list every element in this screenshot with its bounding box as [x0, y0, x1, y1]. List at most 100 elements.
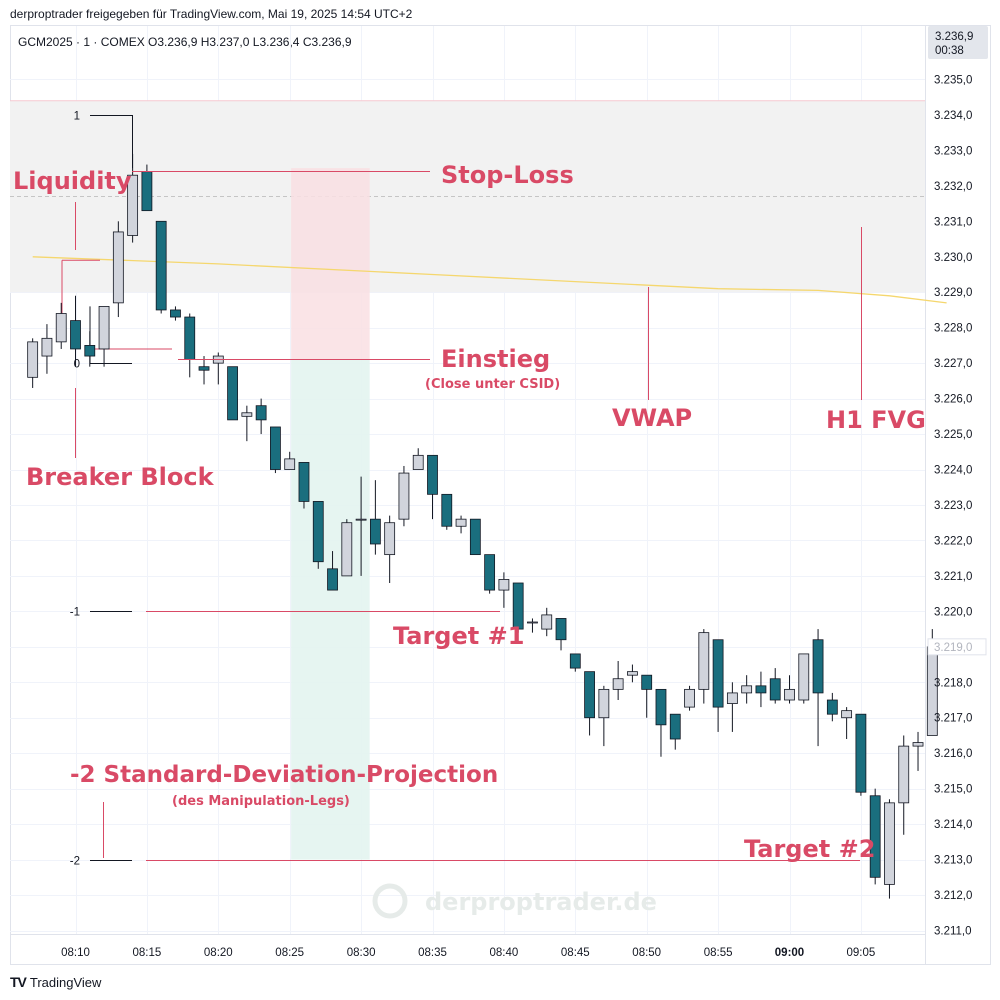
candle[interactable] — [726, 682, 738, 732]
candle[interactable] — [527, 618, 538, 633]
candle[interactable] — [826, 692, 838, 722]
candle[interactable] — [127, 153, 139, 243]
price-tick-label: 3.225,0 — [934, 429, 972, 441]
candle[interactable] — [898, 735, 910, 835]
candle[interactable] — [598, 685, 610, 747]
candle[interactable] — [469, 518, 481, 556]
candle[interactable] — [555, 618, 567, 651]
candle-body — [127, 174, 139, 236]
candle-body — [826, 699, 838, 715]
candle[interactable] — [627, 664, 638, 683]
price-marker-label: 3.219,0 — [934, 642, 972, 654]
current-price-tag-bg — [928, 26, 988, 59]
candle[interactable] — [498, 572, 510, 608]
price-tick-label: 3.233,0 — [934, 145, 972, 157]
price-axis: 3.211,0 3.212,0 3.213,0 3.214,0 3.215,0 3.216… — [927, 74, 987, 938]
candle[interactable] — [784, 675, 795, 704]
candle[interactable] — [669, 713, 681, 750]
candle[interactable] — [855, 713, 867, 796]
candle[interactable] — [841, 707, 853, 740]
candle[interactable] — [327, 551, 338, 591]
candle[interactable] — [741, 675, 753, 704]
candle[interactable] — [398, 465, 410, 527]
candle[interactable] — [698, 629, 710, 704]
price-tick-label: 3.212,0 — [934, 890, 972, 902]
candle[interactable] — [369, 480, 381, 555]
candle[interactable] — [284, 451, 296, 470]
candle-body — [327, 568, 338, 591]
annotation-stop-loss: Stop-Loss — [441, 161, 574, 189]
annotation-einstieg-sub: (Close unter CSID) — [425, 377, 560, 392]
candle[interactable] — [98, 306, 110, 367]
candle[interactable] — [184, 313, 196, 378]
candle-body — [384, 522, 396, 556]
candle-body — [41, 337, 53, 357]
candle[interactable] — [912, 731, 924, 771]
candle-body — [698, 632, 710, 690]
candle[interactable] — [484, 554, 496, 594]
watermark-text: derproptrader.de — [425, 888, 657, 916]
candle[interactable] — [541, 607, 553, 637]
candle[interactable] — [312, 501, 324, 569]
candle-body — [555, 618, 567, 641]
candle[interactable] — [869, 788, 881, 885]
candle[interactable] — [255, 398, 267, 435]
candle[interactable] — [170, 306, 181, 321]
price-tick-label: 3.223,0 — [934, 500, 972, 512]
candle[interactable] — [812, 629, 824, 747]
candle[interactable] — [55, 302, 67, 349]
candle[interactable] — [427, 454, 438, 520]
candle-body — [398, 472, 410, 520]
vwap-layer — [32, 256, 947, 304]
candle[interactable] — [755, 671, 767, 708]
candle[interactable] — [769, 668, 781, 704]
candle[interactable] — [641, 674, 653, 718]
candle[interactable] — [412, 448, 424, 470]
candle-body — [141, 171, 153, 212]
tradingview-logo-icon: TV — [10, 974, 27, 990]
candle[interactable] — [41, 324, 53, 374]
fib-level-label: -2 — [70, 856, 80, 868]
candle[interactable] — [384, 515, 396, 583]
candle[interactable] — [612, 661, 624, 701]
candle-body — [655, 688, 667, 726]
candle-body — [712, 639, 724, 708]
price-tick-label: 3.232,0 — [934, 181, 972, 193]
price-tick-label: 3.217,0 — [934, 713, 972, 725]
candle-body — [512, 582, 524, 630]
candle[interactable] — [84, 331, 96, 367]
candle[interactable] — [198, 356, 210, 385]
candle[interactable] — [70, 295, 81, 367]
time-tick-label: 09:00 — [775, 947, 804, 959]
candle[interactable] — [355, 476, 367, 576]
candle[interactable] — [441, 493, 453, 530]
candle[interactable] — [270, 426, 281, 474]
candle[interactable] — [584, 671, 595, 736]
candle[interactable] — [298, 462, 310, 509]
candle[interactable] — [341, 519, 353, 577]
candle[interactable] — [569, 653, 581, 672]
candle[interactable] — [712, 639, 724, 732]
candle[interactable] — [512, 582, 524, 633]
candle[interactable] — [655, 688, 667, 757]
candle[interactable] — [798, 653, 810, 704]
candle[interactable] — [212, 352, 224, 385]
price-tick-label: 3.230,0 — [934, 252, 972, 264]
candle[interactable] — [241, 405, 253, 442]
candle[interactable] — [112, 221, 124, 318]
price-tick-label: 3.213,0 — [934, 855, 972, 867]
candle[interactable] — [684, 685, 695, 711]
fib-level-label: 0 — [74, 359, 80, 371]
candle-body — [341, 522, 353, 577]
candle[interactable] — [27, 338, 39, 388]
candle[interactable] — [155, 220, 167, 314]
time-tick-label: 08:30 — [347, 947, 376, 959]
candle[interactable] — [227, 366, 238, 421]
candle-body — [155, 220, 167, 311]
fib-layer: 1 0 -1 -2 — [61, 111, 860, 868]
candle-body — [241, 412, 253, 417]
candle[interactable] — [455, 515, 467, 534]
candle[interactable] — [884, 799, 895, 899]
time-tick-label: 08:45 — [561, 947, 590, 959]
